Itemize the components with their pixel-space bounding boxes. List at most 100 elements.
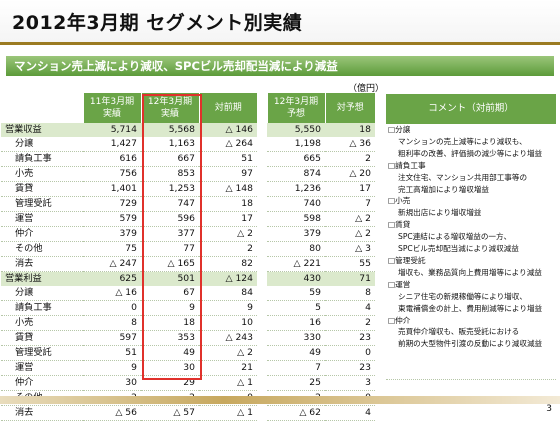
title-rule — [0, 42, 560, 45]
cell-prev: 8 — [83, 315, 141, 331]
footer-bar — [0, 396, 560, 404]
cell-curr: 9 — [141, 300, 199, 316]
comment-heading: □分譲 — [388, 125, 411, 134]
cell-curr: △ 165 — [141, 256, 199, 272]
cell-plan: 49 — [267, 345, 325, 361]
cell-gap — [257, 376, 267, 391]
page-title: 2012年3月期 セグメント別実績 — [12, 12, 303, 34]
cell-prev: 756 — [83, 166, 141, 182]
cell-yoy: 21 — [199, 360, 257, 376]
cell-yoy: △ 243 — [199, 330, 257, 346]
comment-header: コメント（対前期） — [386, 94, 556, 124]
cell-plan: 874 — [267, 166, 325, 182]
cell-vs-plan: 23 — [325, 360, 375, 376]
comment-line: 新規出店により増収増益 — [398, 208, 482, 218]
cell-vs-plan: 7 — [325, 196, 375, 212]
comment-line: SPCビル売却配当減により減収減益 — [398, 244, 519, 254]
cell-yoy: △ 1 — [199, 375, 257, 391]
cell-prev: 5,714 — [83, 123, 141, 137]
cell-curr: 501 — [141, 271, 199, 286]
cell-plan: 80 — [267, 241, 325, 257]
cell-vs-plan: 4 — [325, 300, 375, 316]
cell-vs-plan: 17 — [325, 181, 375, 197]
row-label: 営業収益 — [1, 123, 83, 137]
cell-gap — [257, 316, 267, 331]
cell-curr: 30 — [141, 360, 199, 376]
row-label: 賃貸 — [1, 181, 83, 197]
cell-yoy: 10 — [199, 315, 257, 331]
cell-yoy: 17 — [199, 211, 257, 227]
cell-prev: △ 16 — [83, 286, 141, 301]
header-yoy: 対前期 — [198, 93, 257, 123]
table-row: 請負工事 616 667 51 665 2 — [1, 151, 375, 167]
comment-line: 増収も、業務品質向上費用増等により減益 — [398, 267, 542, 277]
cell-plan: △ 62 — [267, 405, 325, 421]
comment-line: マンションの売上減等により減収も、 — [398, 136, 527, 146]
header-curr: 12年3月期 実績 — [140, 93, 199, 123]
table-row: 分譲 △ 16 67 84 59 8 — [1, 286, 375, 301]
cell-prev: 625 — [83, 271, 141, 286]
comment-line: シニア住宅の新規稼働等により増収、 — [398, 291, 527, 301]
cell-plan: 1,236 — [267, 181, 325, 197]
comment-line: 前期の大型物件引渡の反動により減収減益 — [398, 339, 543, 349]
table-row: 賃貸 597 353 △ 243 330 23 — [1, 330, 375, 346]
cell-yoy: 18 — [199, 196, 257, 212]
row-label: 管理受託 — [1, 196, 83, 212]
cell-prev: 1,401 — [83, 181, 141, 197]
cell-curr: 596 — [141, 211, 199, 227]
table-row: 賃貸 1,401 1,253 △ 148 1,236 17 — [1, 181, 375, 197]
cell-gap — [257, 123, 267, 137]
cell-curr: 353 — [141, 330, 199, 346]
cell-plan: 59 — [267, 286, 325, 301]
cell-prev: 9 — [83, 360, 141, 376]
cell-prev: △ 56 — [83, 405, 141, 421]
cell-plan: 740 — [267, 196, 325, 212]
cell-plan: 5 — [267, 300, 325, 316]
cell-plan: 7 — [267, 360, 325, 376]
cell-gap — [257, 286, 267, 301]
comment-heading: □小売 — [388, 196, 411, 206]
cell-plan: 5,550 — [267, 123, 325, 137]
cell-vs-plan: 0 — [325, 345, 375, 361]
table-row: 運営 579 596 17 598 △ 2 — [1, 211, 375, 227]
table-row: 管理受託 729 747 18 740 7 — [1, 196, 375, 212]
cell-plan: 379 — [267, 226, 325, 242]
cell-yoy: △ 2 — [199, 226, 257, 242]
cell-plan: 430 — [267, 271, 325, 286]
cell-gap — [257, 301, 267, 316]
headline-banner: マンション売上減により減収、SPCビル売却配当減により減益 — [6, 56, 554, 76]
table-row: 小売 756 853 97 874 △ 20 — [1, 166, 375, 182]
unit-label: （億円） — [348, 84, 385, 94]
cell-curr: 29 — [141, 375, 199, 391]
cell-yoy: 2 — [199, 241, 257, 257]
cell-vs-plan: 55 — [325, 256, 375, 272]
table-row: 仲介 379 377 △ 2 379 △ 2 — [1, 226, 375, 242]
row-label: 請負工事 — [1, 151, 83, 167]
comment-line: 東電補償金の計上、費用削減等により増益 — [398, 303, 543, 313]
comment-heading: □仲介 — [388, 315, 411, 325]
comment-heading: □賃貸 — [388, 220, 411, 230]
cell-vs-plan: 4 — [325, 405, 375, 421]
row-label: 小売 — [1, 166, 83, 182]
comment-line: SPC連結による増収増益の一方、 — [398, 232, 512, 242]
comment-heading: □運営 — [388, 279, 411, 289]
row-label: 運営 — [1, 360, 83, 376]
cell-yoy: 51 — [199, 151, 257, 167]
comment-heading: □管理受託 — [388, 255, 426, 265]
comment-line: 完工高増加により増収増益 — [398, 184, 489, 194]
row-label: 仲介 — [1, 375, 83, 391]
cell-vs-plan: △ 36 — [325, 137, 375, 152]
cell-yoy: 9 — [199, 300, 257, 316]
cell-prev: 1,427 — [83, 137, 141, 152]
cell-gap — [257, 257, 267, 272]
cell-curr: 853 — [141, 166, 199, 182]
cell-yoy: △ 264 — [199, 137, 257, 152]
header-prev: 11年3月期 実績 — [82, 93, 141, 123]
cell-vs-plan: 71 — [325, 271, 375, 286]
cell-plan: △ 221 — [267, 256, 325, 272]
cell-curr: 747 — [141, 196, 199, 212]
header-vs-plan: 対予想 — [324, 93, 375, 123]
row-label: 賃貸 — [1, 330, 83, 346]
table-row: 仲介 30 29 △ 1 25 3 — [1, 375, 375, 391]
cell-gap — [257, 152, 267, 167]
